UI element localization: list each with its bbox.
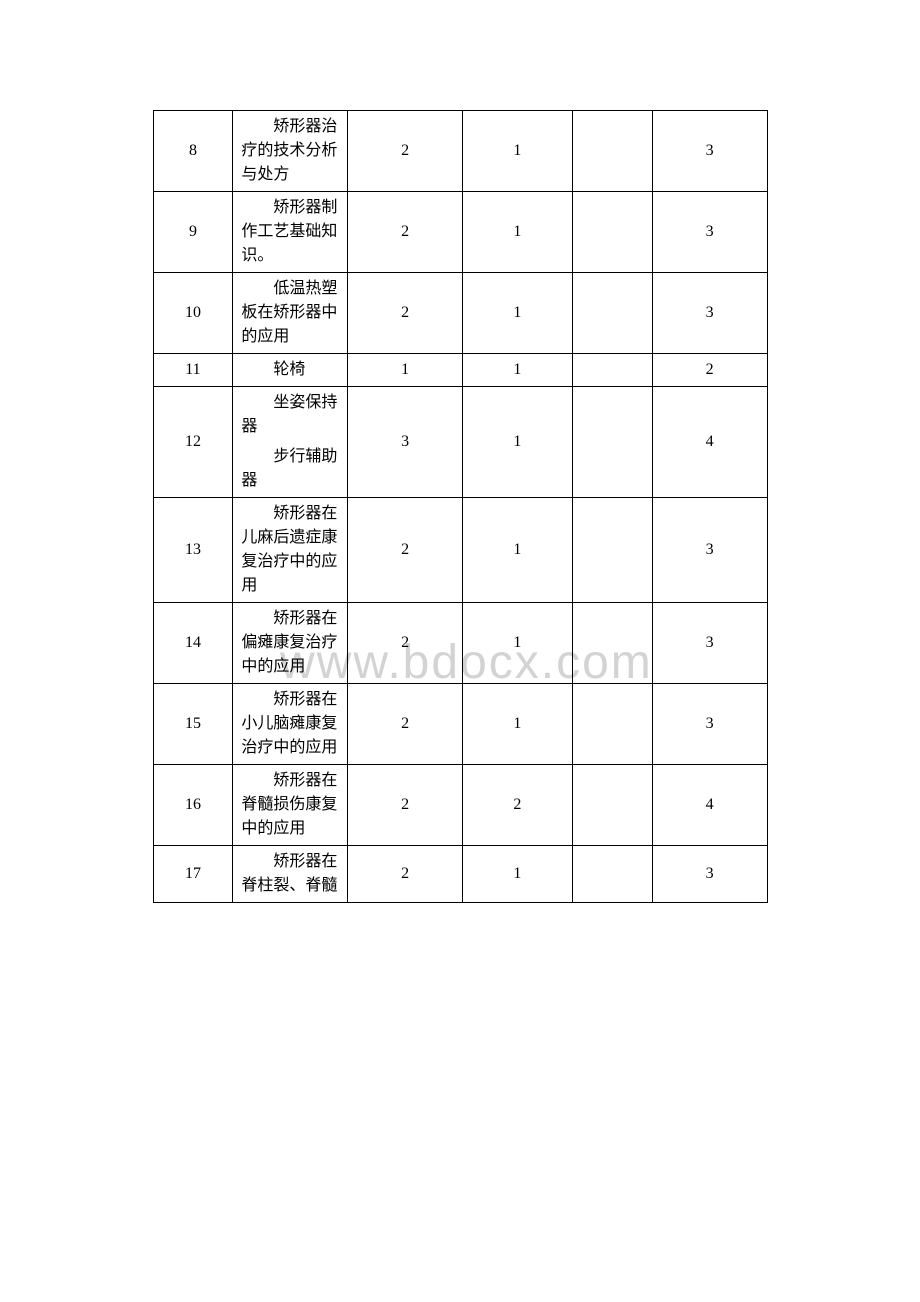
row-col4 xyxy=(572,354,652,387)
row-col2: 2 xyxy=(348,684,463,765)
table-row: 9矫形器制作工艺基础知识。213 xyxy=(153,192,767,273)
row-col3: 1 xyxy=(463,846,573,903)
row-number: 11 xyxy=(153,354,233,387)
row-col4 xyxy=(572,111,652,192)
row-col2: 2 xyxy=(348,603,463,684)
table-row: 11轮椅112 xyxy=(153,354,767,387)
row-col4 xyxy=(572,846,652,903)
row-col4 xyxy=(572,273,652,354)
row-number: 10 xyxy=(153,273,233,354)
row-col3: 1 xyxy=(463,498,573,603)
row-col5: 3 xyxy=(652,192,767,273)
table-row: 14矫形器在偏瘫康复治疗中的应用213 xyxy=(153,603,767,684)
row-col2: 2 xyxy=(348,273,463,354)
table-row: 12坐姿保持器步行辅助器314 xyxy=(153,387,767,498)
row-number: 12 xyxy=(153,387,233,498)
row-col4 xyxy=(572,684,652,765)
row-topic: 轮椅 xyxy=(233,354,348,387)
row-col2: 2 xyxy=(348,765,463,846)
row-col4 xyxy=(572,765,652,846)
table-row: 10低温热塑板在矫形器中的应用213 xyxy=(153,273,767,354)
row-col3: 1 xyxy=(463,603,573,684)
row-col3: 1 xyxy=(463,387,573,498)
table-row: 16矫形器在脊髓损伤康复中的应用224 xyxy=(153,765,767,846)
row-col3: 1 xyxy=(463,273,573,354)
table-container: 8矫形器治疗的技术分析与处方2139矫形器制作工艺基础知识。21310低温热塑板… xyxy=(153,110,768,903)
row-topic: 矫形器在偏瘫康复治疗中的应用 xyxy=(233,603,348,684)
row-topic: 坐姿保持器步行辅助器 xyxy=(233,387,348,498)
row-col5: 3 xyxy=(652,498,767,603)
row-col5: 3 xyxy=(652,603,767,684)
row-col2: 3 xyxy=(348,387,463,498)
row-col3: 2 xyxy=(463,765,573,846)
row-topic: 矫形器治疗的技术分析与处方 xyxy=(233,111,348,192)
course-table: 8矫形器治疗的技术分析与处方2139矫形器制作工艺基础知识。21310低温热塑板… xyxy=(153,110,768,903)
row-number: 17 xyxy=(153,846,233,903)
row-topic: 矫形器在儿麻后遗症康复治疗中的应用 xyxy=(233,498,348,603)
row-number: 16 xyxy=(153,765,233,846)
row-col2: 2 xyxy=(348,192,463,273)
table-row: 17矫形器在脊柱裂、脊髓21 3 xyxy=(153,846,767,903)
row-col2: 2 xyxy=(348,846,463,903)
row-number: 9 xyxy=(153,192,233,273)
row-topic: 矫形器在脊柱裂、脊髓 xyxy=(233,846,348,903)
row-number: 13 xyxy=(153,498,233,603)
row-col3: 1 xyxy=(463,192,573,273)
row-col5: 4 xyxy=(652,387,767,498)
row-col2: 1 xyxy=(348,354,463,387)
row-number: 8 xyxy=(153,111,233,192)
row-col5: 3 xyxy=(652,684,767,765)
row-number: 14 xyxy=(153,603,233,684)
row-col3: 1 xyxy=(463,111,573,192)
row-topic: 矫形器制作工艺基础知识。 xyxy=(233,192,348,273)
row-number: 15 xyxy=(153,684,233,765)
row-col5: 4 xyxy=(652,765,767,846)
row-topic: 低温热塑板在矫形器中的应用 xyxy=(233,273,348,354)
row-col3: 1 xyxy=(463,684,573,765)
table-row: 13矫形器在儿麻后遗症康复治疗中的应用213 xyxy=(153,498,767,603)
row-col5: 3 xyxy=(652,111,767,192)
table-row: 8矫形器治疗的技术分析与处方213 xyxy=(153,111,767,192)
row-col4 xyxy=(572,192,652,273)
row-col4 xyxy=(572,498,652,603)
row-col5: 3 xyxy=(652,846,767,903)
row-col2: 2 xyxy=(348,111,463,192)
row-col4 xyxy=(572,387,652,498)
row-col5: 3 xyxy=(652,273,767,354)
row-topic: 矫形器在脊髓损伤康复中的应用 xyxy=(233,765,348,846)
table-row: 15矫形器在小儿脑瘫康复治疗中的应用213 xyxy=(153,684,767,765)
row-col3: 1 xyxy=(463,354,573,387)
row-col4 xyxy=(572,603,652,684)
row-col2: 2 xyxy=(348,498,463,603)
row-topic: 矫形器在小儿脑瘫康复治疗中的应用 xyxy=(233,684,348,765)
row-col5: 2 xyxy=(652,354,767,387)
